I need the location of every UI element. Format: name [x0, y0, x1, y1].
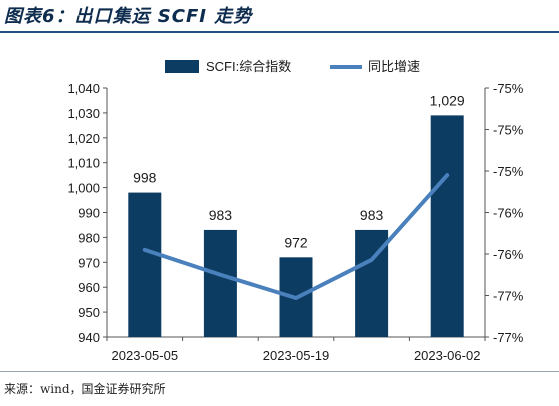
- bar-data-label: 1,029: [430, 92, 465, 108]
- x-tick-label: 2023-05-19: [263, 348, 330, 363]
- legend: SCFI:综合指数 同比增速: [165, 59, 420, 74]
- y-right-tick-label: -75%: [493, 81, 524, 96]
- bar-data-label: 983: [209, 207, 233, 223]
- chart-title: 图表6：出口集运 SCFI 走势: [4, 6, 253, 27]
- title-rule: [0, 31, 559, 33]
- line-series: [142, 173, 450, 300]
- y-right-tick-label: -75%: [493, 164, 524, 179]
- bar-labels: 998 983 972 983 1,029: [133, 92, 465, 250]
- legend-label-line: 同比增速: [368, 59, 420, 74]
- y-left-tick-label: 980: [78, 230, 100, 245]
- bar-data-label: 983: [360, 207, 384, 223]
- bar-data-label: 998: [133, 170, 157, 186]
- y-left-tick-label: 960: [78, 280, 100, 295]
- y-left-tick-label: 940: [78, 330, 100, 345]
- x-tick-label: 2023-06-02: [414, 348, 481, 363]
- source-note: 来源：wind，国金证券研究所: [4, 382, 166, 396]
- legend-label-bar: SCFI:综合指数: [206, 59, 291, 74]
- y-left-tick-label: 1,010: [67, 156, 100, 171]
- footer-rule: [0, 371, 559, 372]
- legend-swatch-bar: [165, 60, 199, 73]
- bar: [203, 229, 237, 337]
- y-right-tick-label: -75%: [493, 123, 524, 138]
- bar-data-label: 972: [284, 234, 308, 250]
- bars: [128, 115, 464, 337]
- y-right-tick-label: -77%: [493, 289, 524, 304]
- y-left-tick-label: 970: [78, 255, 100, 270]
- y-left-ticks: 940 950 960 970 980 990 1,000 1,010 1,020 1,030 1,…: [67, 81, 107, 345]
- y-right-tick-label: -76%: [493, 206, 524, 221]
- bar: [430, 115, 464, 337]
- y-right-tick-label: -76%: [493, 247, 524, 262]
- y-left-tick-label: 1,040: [67, 81, 100, 96]
- y-left-tick-label: 1,020: [67, 131, 100, 146]
- y-left-tick-label: 1,030: [67, 106, 100, 121]
- bar: [128, 192, 162, 337]
- y-left-tick-label: 1,000: [67, 181, 100, 196]
- y-right-ticks: -77% -77% -76% -76% -75% -75% -75%: [485, 81, 524, 345]
- x-ticks: 2023-05-05 2023-05-19 2023-06-02: [106, 337, 486, 363]
- y-left-tick-label: 950: [78, 305, 100, 320]
- y-left-tick-label: 990: [78, 206, 100, 221]
- x-tick-label: 2023-05-05: [112, 348, 179, 363]
- y-right-tick-label: -77%: [493, 330, 524, 345]
